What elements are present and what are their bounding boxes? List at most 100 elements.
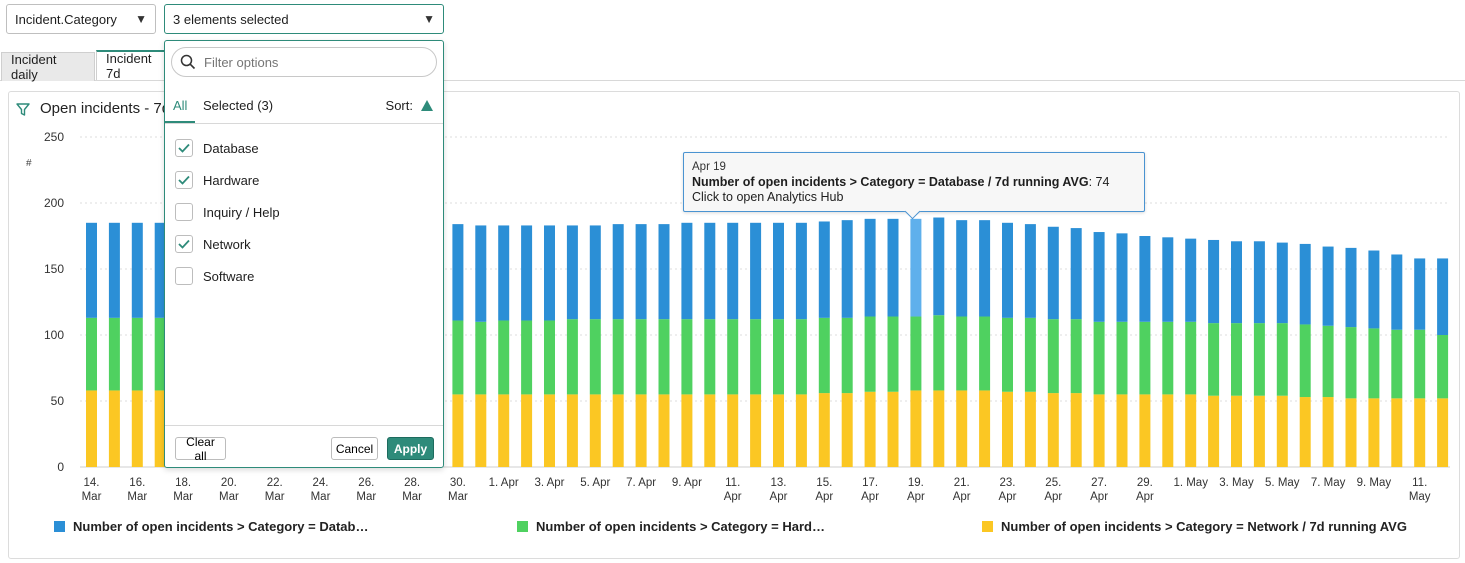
bar-segment[interactable] — [1299, 397, 1311, 467]
apply-button[interactable]: Apply — [387, 437, 434, 460]
bar-segment[interactable] — [1070, 319, 1082, 394]
bar-segment[interactable] — [750, 394, 762, 467]
bar-segment[interactable] — [1047, 393, 1059, 467]
bar-segment[interactable] — [1139, 394, 1151, 467]
bar-segment[interactable] — [1047, 319, 1059, 394]
bar-segment[interactable] — [1208, 239, 1220, 324]
bar-segment[interactable] — [1139, 236, 1151, 322]
bar-segment[interactable] — [1253, 323, 1265, 396]
bar-segment[interactable] — [452, 320, 464, 395]
bar-segment[interactable] — [1024, 317, 1036, 392]
bar-segment[interactable] — [1368, 250, 1380, 329]
bar-segment[interactable] — [108, 317, 120, 391]
bar-segment[interactable] — [1002, 222, 1013, 318]
checkbox-hardware[interactable] — [175, 171, 193, 189]
bar-segment[interactable] — [1024, 224, 1036, 318]
bar-segment[interactable] — [1185, 394, 1197, 467]
bar-segment[interactable] — [1208, 323, 1220, 396]
bar-segment[interactable] — [86, 317, 97, 391]
bar-segment[interactable] — [1391, 254, 1403, 330]
bar-segment[interactable] — [818, 393, 830, 467]
option-software[interactable]: Software — [175, 265, 254, 287]
bar-segment[interactable] — [475, 321, 487, 395]
bar-segment[interactable] — [795, 222, 807, 320]
bar-segment[interactable] — [1116, 321, 1128, 395]
bar-segment[interactable] — [544, 394, 555, 467]
bar-segment[interactable] — [1276, 395, 1288, 467]
bar-segment[interactable] — [933, 390, 945, 467]
bar-segment[interactable] — [521, 225, 533, 321]
bar-segment[interactable] — [475, 225, 487, 322]
bar-segment[interactable] — [1437, 398, 1449, 467]
bar-segment[interactable] — [910, 316, 922, 391]
bar-segment[interactable] — [131, 317, 143, 391]
sort-ascending-icon[interactable] — [421, 100, 433, 111]
bar-segment[interactable] — [1414, 398, 1426, 467]
bar-segment[interactable] — [773, 394, 784, 467]
bar-segment[interactable] — [933, 217, 945, 316]
bar-segment[interactable] — [1185, 321, 1197, 395]
sort-label[interactable]: Sort: — [385, 98, 413, 113]
bar-segment[interactable] — [658, 224, 670, 320]
bar-segment[interactable] — [864, 218, 876, 317]
bar-segment[interactable] — [681, 319, 693, 395]
bar-segment[interactable] — [1093, 232, 1105, 322]
legend-item-database[interactable]: Number of open incidents > Category = Da… — [54, 519, 368, 534]
bar-segment[interactable] — [727, 222, 739, 320]
option-inquiry-help[interactable]: Inquiry / Help — [175, 201, 280, 223]
selection-dropdown[interactable]: 3 elements selected ▼ — [164, 4, 444, 34]
bar-segment[interactable] — [658, 319, 670, 395]
bar-segment[interactable] — [1253, 241, 1265, 324]
bar-segment[interactable] — [154, 317, 166, 391]
bar-segment[interactable] — [1414, 258, 1426, 330]
bar-segment[interactable] — [544, 225, 555, 321]
category-dropdown[interactable]: Incident.Category ▼ — [6, 4, 156, 34]
bar-segment[interactable] — [795, 319, 807, 395]
bar-segment[interactable] — [1002, 391, 1013, 467]
bar-segment[interactable] — [841, 393, 853, 467]
bar-segment[interactable] — [750, 319, 762, 395]
bar-segment[interactable] — [1299, 243, 1311, 325]
bar-segment[interactable] — [681, 222, 693, 320]
legend-item-network[interactable]: Number of open incidents > Category = Ne… — [982, 519, 1407, 534]
bar-segment[interactable] — [658, 394, 670, 467]
bar-segment[interactable] — [1322, 325, 1334, 398]
bar-segment[interactable] — [521, 394, 533, 467]
bar-segment[interactable] — [1024, 391, 1036, 467]
bar-segment[interactable] — [1345, 398, 1357, 467]
bar-segment[interactable] — [452, 224, 464, 321]
bar-segment[interactable] — [86, 222, 97, 318]
option-database[interactable]: Database — [175, 137, 259, 159]
bar-segment[interactable] — [727, 394, 739, 467]
bar-segment[interactable] — [131, 222, 143, 318]
bar-segment[interactable] — [566, 394, 578, 467]
bar-segment[interactable] — [1437, 258, 1449, 335]
bar-segment[interactable] — [1368, 398, 1380, 467]
bar-segment[interactable] — [1185, 238, 1197, 322]
filter-options-field[interactable] — [171, 47, 437, 77]
bar-segment[interactable] — [818, 317, 830, 394]
bar-segment[interactable] — [681, 394, 693, 467]
bar-segment[interactable] — [154, 390, 166, 467]
bar-segment[interactable] — [910, 218, 922, 317]
bar-segment[interactable] — [635, 394, 647, 467]
bar-segment[interactable] — [1345, 247, 1357, 328]
bar-segment[interactable] — [1070, 228, 1082, 320]
bar-segment[interactable] — [635, 319, 647, 395]
bar-segment[interactable] — [933, 315, 945, 391]
bar-segment[interactable] — [979, 316, 991, 391]
bar-segment[interactable] — [704, 319, 716, 395]
bar-segment[interactable] — [635, 224, 647, 320]
bar-segment[interactable] — [131, 390, 143, 467]
checkbox-software[interactable] — [175, 267, 193, 285]
bar-segment[interactable] — [727, 319, 739, 395]
bar-segment[interactable] — [1322, 246, 1334, 326]
bar-segment[interactable] — [1162, 237, 1174, 322]
bar-segment[interactable] — [887, 391, 899, 467]
bar-segment[interactable] — [1231, 241, 1242, 324]
checkbox-network[interactable] — [175, 235, 193, 253]
bar-segment[interactable] — [108, 390, 120, 467]
bar-segment[interactable] — [154, 222, 166, 318]
bar-segment[interactable] — [1231, 323, 1242, 396]
bar-segment[interactable] — [841, 220, 853, 318]
